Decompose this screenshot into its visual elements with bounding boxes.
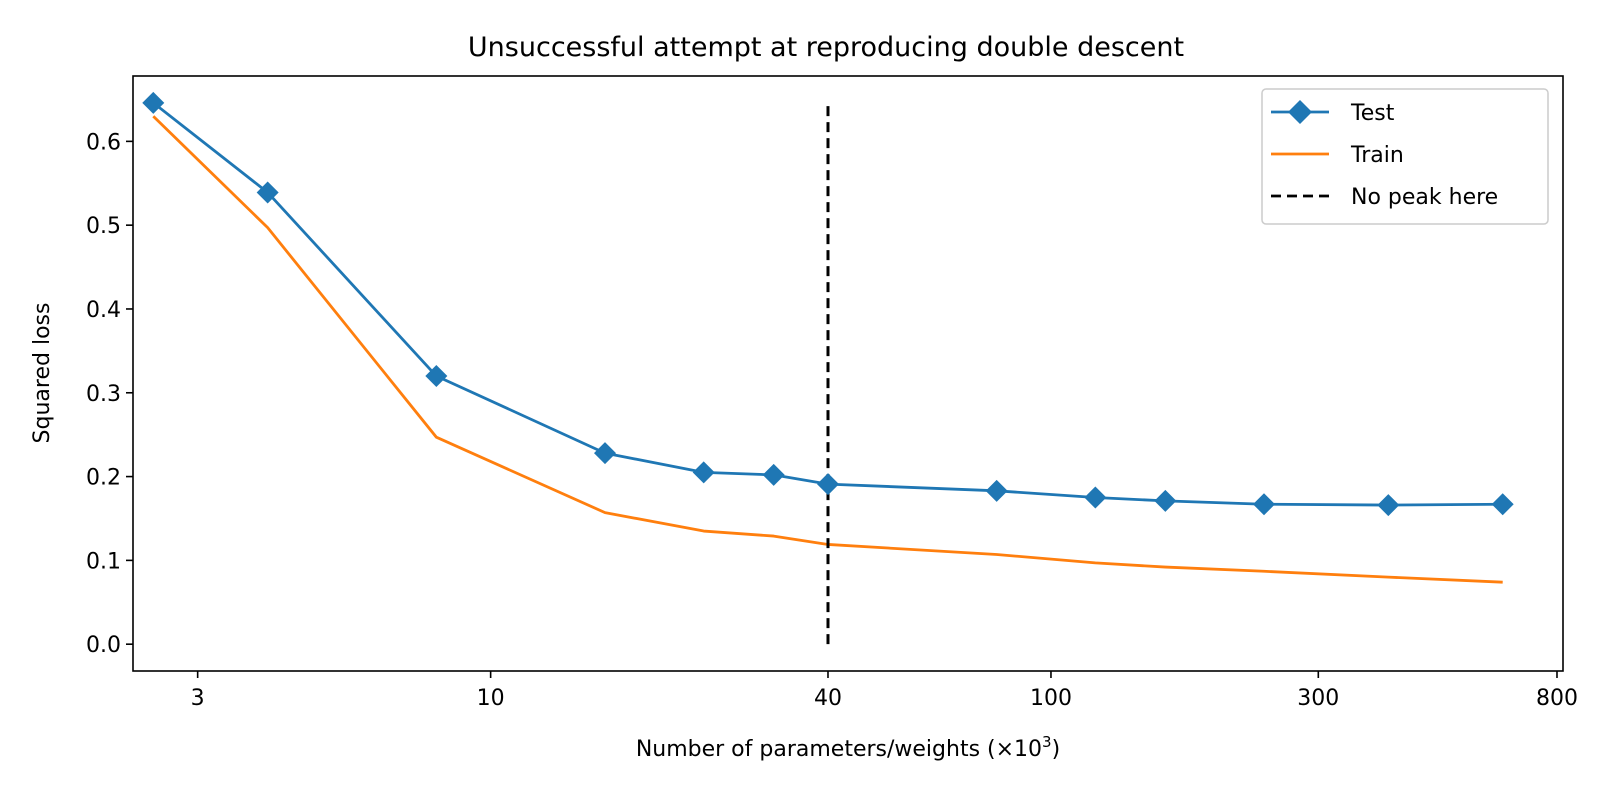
legend-test-marker (1288, 100, 1312, 124)
y-tick-label-0: 0.0 (86, 633, 121, 658)
x-axis-label-suffix: ) (1052, 737, 1061, 762)
x-axis-label: Number of parameters/weights (×103) (636, 733, 1060, 762)
x-tick-label-5: 800 (1536, 686, 1578, 711)
test-point-9 (1154, 489, 1177, 512)
x-tick-label-1: 10 (477, 686, 505, 711)
x-tick-label-0: 3 (191, 686, 205, 711)
y-tick-label-2: 0.2 (86, 466, 121, 491)
test-point-0 (142, 91, 165, 114)
test-point-10 (1253, 493, 1276, 516)
legend-train-label: Train (1350, 143, 1404, 168)
test-point-2 (425, 365, 448, 388)
x-axis-label-base: Number of parameters/weights (×10 (636, 737, 1042, 762)
x-tick-label-3: 100 (1030, 686, 1072, 711)
test-point-4 (692, 461, 715, 484)
y-tick-label-3: 0.3 (86, 382, 121, 407)
x-tick-label-2: 40 (814, 686, 842, 711)
y-axis-ticks: 0.0 0.1 0.2 0.3 0.4 0.5 0.6 (86, 130, 133, 658)
plot-layer (142, 91, 1514, 645)
y-axis-label: Squared loss (30, 303, 55, 444)
x-tick-label-4: 300 (1297, 686, 1339, 711)
y-tick-label-4: 0.4 (86, 298, 121, 323)
test-point-5 (762, 463, 785, 486)
legend-test-label: Test (1350, 101, 1395, 126)
legend: Test Train No peak here (1261, 88, 1549, 225)
y-tick-label-1: 0.1 (86, 549, 121, 574)
test-point-8 (1084, 486, 1107, 509)
test-point-3 (594, 442, 617, 465)
x-axis-label-exponent: 3 (1042, 733, 1052, 751)
test-point-11 (1377, 494, 1400, 517)
x-axis-ticks: 3 10 40 100 300 800 (191, 671, 1578, 711)
legend-box (1261, 88, 1549, 225)
test-point-12 (1491, 493, 1514, 516)
y-tick-label-5: 0.5 (86, 214, 121, 239)
test-point-6 (816, 473, 839, 496)
test-point-1 (256, 181, 279, 204)
y-tick-label-6: 0.6 (86, 130, 121, 155)
legend-vline-label: No peak here (1351, 185, 1498, 210)
test-point-7 (985, 479, 1008, 502)
plot-frame (132, 75, 1564, 672)
chart-title: Unsuccessful attempt at reproducing doub… (468, 32, 1184, 63)
